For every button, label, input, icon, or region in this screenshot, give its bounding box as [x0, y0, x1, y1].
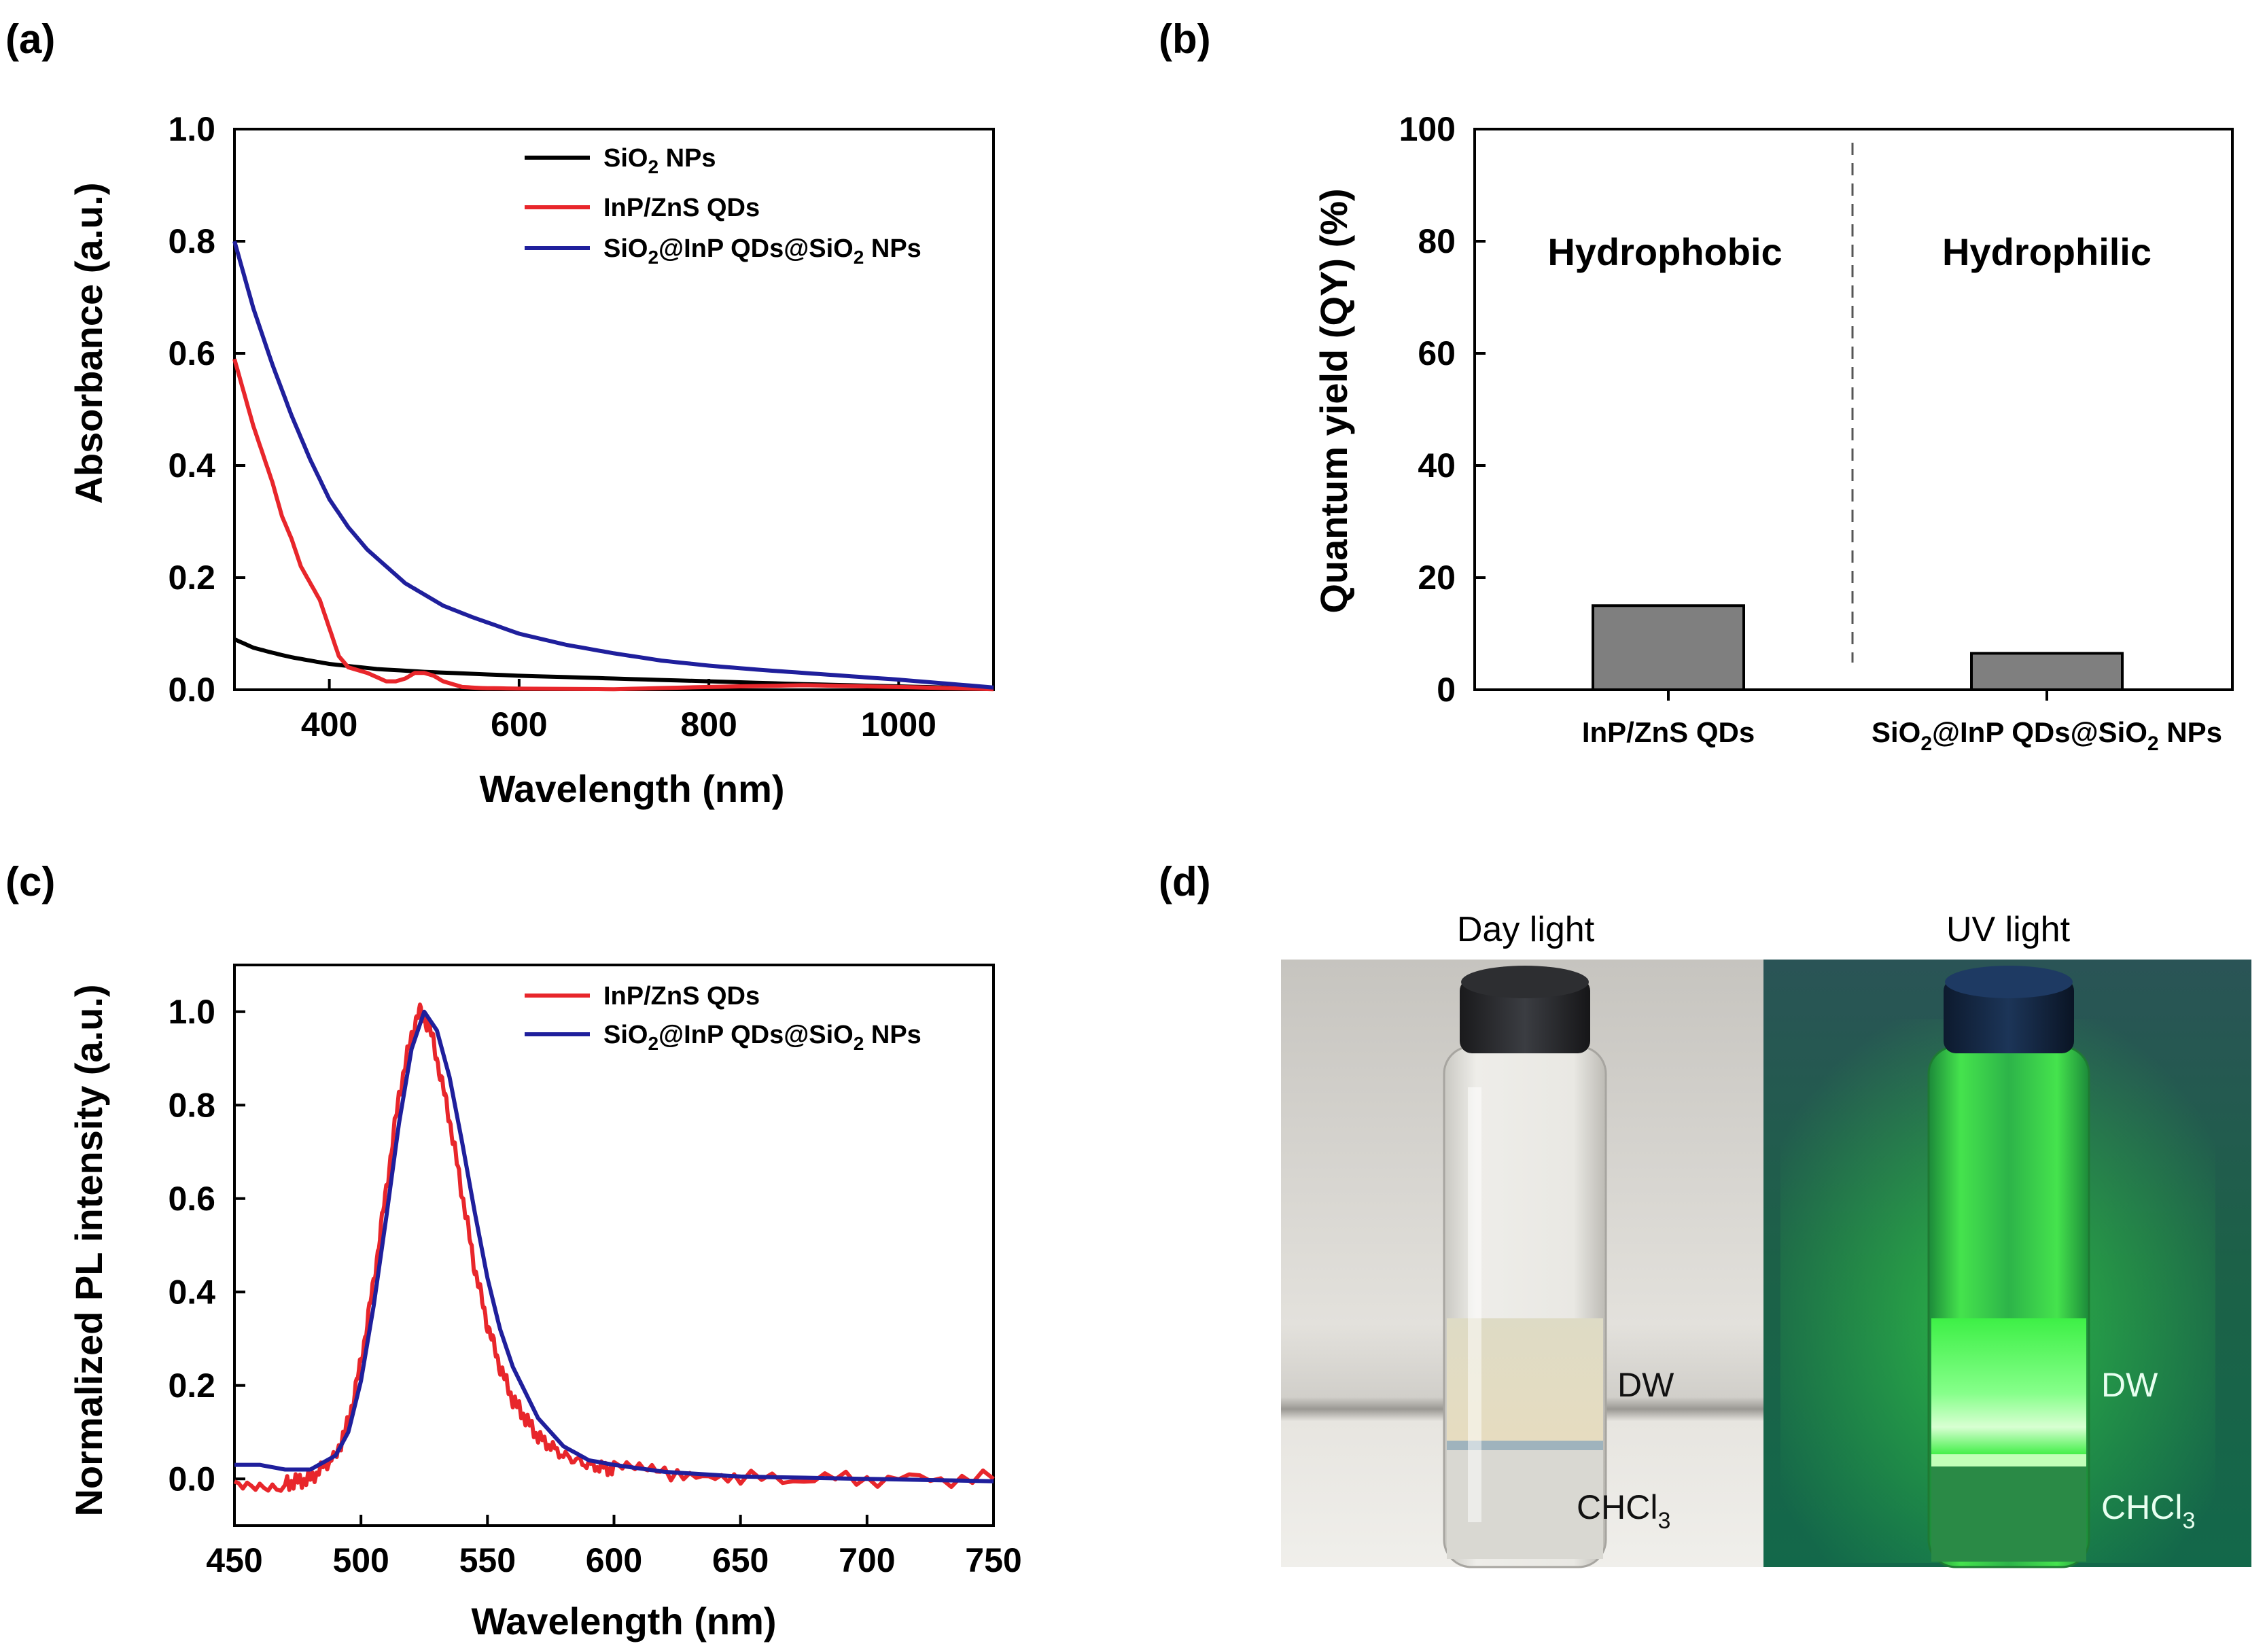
panel-c-tick-labels: 450 500 550 600 650 700 750 0.0 0.2 0.4 0.6 0.8 1.0: [168, 993, 1021, 1579]
y-tick-label: 80: [1418, 222, 1456, 260]
photo-uv-light: DW CHCl3: [1763, 960, 2251, 1568]
panel-c-label: (c): [5, 859, 55, 904]
panel-b-bars: [1592, 604, 2124, 691]
panel-d-photo: (d) Day light UV light DW CHCl3 DW: [1159, 859, 2251, 1568]
panel-b-y-axis-title: Quantum yield (QY) (%): [1312, 188, 1355, 613]
panel-a-y-axis-title: Absorbance (a.u.): [67, 183, 110, 504]
panel-c-series: [233, 1002, 995, 1493]
panel-c-y-axis-title: Normalized PL intensity (a.u.): [67, 984, 110, 1516]
day-interface: [1447, 1441, 1603, 1450]
panel-c-axes: [233, 964, 995, 1527]
legend-label-sio2: SiO2 NPs: [603, 144, 716, 177]
panel-b-quantum-yield-chart: (b) 0 20 40 60 80 100 Hydrophobic Hydrophilic…: [1159, 16, 2234, 755]
panel-a-tick-labels: 400 600 800 1000 0.0 0.2 0.4 0.6 0.8 1.0: [168, 110, 936, 743]
y-tick-label: 0.4: [168, 1273, 215, 1311]
bar-composite: [1970, 652, 2124, 691]
x-tick-label: 400: [301, 705, 357, 743]
panel-a-x-axis-title: Wavelength (nm): [479, 767, 784, 810]
uv-vial-cap: [1944, 979, 2074, 1053]
y-tick-label: 0.6: [168, 334, 215, 372]
y-tick-label: 40: [1418, 446, 1456, 485]
y-tick-label: 0.2: [168, 559, 215, 597]
x-tick-label: 500: [332, 1541, 389, 1579]
series-line-composite: [234, 1009, 994, 1483]
x-tick-label: 600: [491, 705, 547, 743]
x-tick-label: 800: [680, 705, 737, 743]
y-tick-label: 0.8: [168, 1086, 215, 1124]
series-line-inp: [232, 358, 994, 692]
photo-day-light: DW CHCl3: [1281, 960, 1763, 1568]
x-tick-label: 550: [459, 1541, 516, 1579]
day-cap-top: [1461, 966, 1589, 998]
y-tick-label: 0.4: [168, 446, 215, 485]
caption-day-light: Day light: [1457, 910, 1595, 949]
y-tick-label: 0: [1437, 671, 1456, 709]
panel-c-legend: InP/ZnS QDs SiO2@InP QDs@SiO2 NPs: [525, 982, 921, 1054]
x-tick-label: 450: [206, 1541, 262, 1579]
y-tick-label: 0.2: [168, 1367, 215, 1405]
panel-b-tick-labels: 0 20 40 60 80 100: [1399, 110, 1456, 709]
day-label-dw: DW: [1617, 1366, 1674, 1404]
y-tick-label: 1.0: [168, 110, 215, 148]
uv-water-layer: [1931, 1318, 2086, 1454]
uv-cap-top: [1945, 966, 2073, 998]
caption-uv-light: UV light: [1946, 910, 2071, 949]
day-vial-cap: [1460, 979, 1590, 1053]
day-label-chcl3: CHCl3: [1577, 1488, 1670, 1534]
uv-label-chcl3: CHCl3: [2101, 1488, 2195, 1534]
legend-label-composite-pl: SiO2@InP QDs@SiO2 NPs: [603, 1021, 921, 1054]
panel-b-category-label-inp: InP/ZnS QDs: [1582, 716, 1755, 748]
bar-inp: [1592, 604, 1745, 691]
region-label-hydrophobic: Hydrophobic: [1547, 230, 1782, 273]
panel-a-absorbance-chart: (a) 400 600 800 1000 0.0 0.2 0.4 0.6 0.8 1.0 Wave…: [5, 16, 995, 810]
uv-interface: [1931, 1454, 2086, 1466]
series-line-composite: [232, 241, 994, 690]
panel-c-x-axis-title: Wavelength (nm): [471, 1600, 776, 1642]
y-tick-label: 1.0: [168, 993, 215, 1031]
y-tick-label: 0.0: [168, 671, 215, 709]
legend-label-inp-pl: InP/ZnS QDs: [603, 982, 760, 1010]
panel-c-pl-chart: (c) 450 500 550 600 650 700 750 0.0 0.2 0.4 0.6 0.8…: [5, 859, 1022, 1642]
uv-label-dw: DW: [2101, 1366, 2158, 1404]
panel-a-series: [232, 241, 994, 692]
y-tick-label: 60: [1418, 334, 1456, 372]
y-tick-label: 100: [1399, 110, 1456, 148]
y-tick-label: 20: [1418, 559, 1456, 597]
x-tick-label: 700: [839, 1541, 895, 1579]
panel-a-legend: SiO2 NPs InP/ZnS QDs SiO2@InP QDs@SiO2 N…: [525, 144, 921, 268]
uv-chloroform-layer: [1931, 1466, 2086, 1562]
panel-b-label: (b): [1159, 16, 1211, 62]
day-glass-highlight: [1468, 1087, 1481, 1522]
panel-b-axes: [1473, 128, 2234, 701]
series-line-sio2: [233, 637, 994, 691]
region-label-hydrophilic: Hydrophilic: [1942, 230, 2152, 273]
legend-label-inp: InP/ZnS QDs: [603, 194, 760, 222]
y-tick-label: 0.6: [168, 1180, 215, 1218]
panel-b-category-label-composite: SiO2@InP QDs@SiO2 NPs: [1872, 716, 2222, 755]
x-tick-label: 650: [712, 1541, 769, 1579]
y-tick-label: 0.0: [168, 1460, 215, 1498]
legend-label-composite: SiO2@InP QDs@SiO2 NPs: [603, 234, 921, 268]
x-tick-label: 1000: [861, 705, 936, 743]
x-tick-label: 750: [965, 1541, 1021, 1579]
y-tick-label: 0.8: [168, 222, 215, 260]
panel-d-label: (d): [1159, 859, 1211, 904]
x-tick-label: 600: [586, 1541, 642, 1579]
plot-frame: [1473, 128, 2234, 691]
series-line-inp: [233, 1002, 995, 1493]
panel-a-label: (a): [5, 16, 55, 62]
